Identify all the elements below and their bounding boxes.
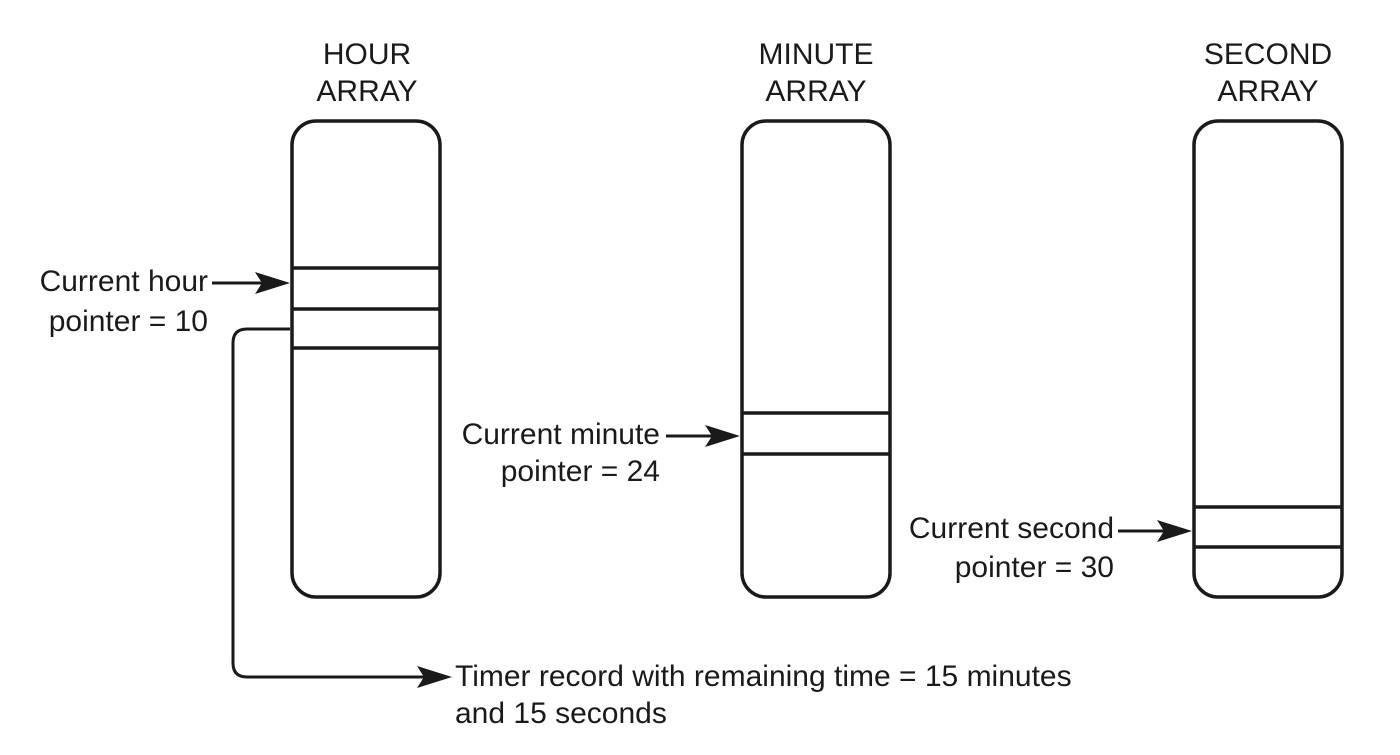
hour-array-title-line2: ARRAY bbox=[316, 75, 417, 108]
hour-pointer: Current hour pointer = 10 bbox=[40, 265, 290, 338]
timer-record-label-line1: Timer record with remaining time = 15 mi… bbox=[455, 660, 1072, 693]
minute-array-title-line1: MINUTE bbox=[759, 38, 874, 71]
second-array-box bbox=[1192, 119, 1344, 599]
second-pointer-label-line2: pointer = 30 bbox=[955, 551, 1114, 584]
minute-pointer: Current minute pointer = 24 bbox=[462, 418, 740, 488]
hour-array-title-line1: HOUR bbox=[323, 38, 411, 71]
second-pointer-arrowhead bbox=[1157, 520, 1192, 542]
hour-pointer-label-line2: pointer = 10 bbox=[49, 305, 208, 338]
timer-record-label-line2: and 15 seconds bbox=[455, 697, 667, 730]
minute-pointer-label-line1: Current minute bbox=[462, 418, 660, 451]
minute-array-title-line2: ARRAY bbox=[765, 75, 866, 108]
minute-pointer-arrowhead bbox=[705, 425, 740, 447]
timer-record-label: Timer record with remaining time = 15 mi… bbox=[455, 660, 1072, 730]
hour-pointer-arrowhead bbox=[255, 272, 290, 294]
second-array-title-line2: ARRAY bbox=[1217, 75, 1318, 108]
minute-array: MINUTE ARRAY bbox=[740, 38, 892, 599]
timer-record-connector-line bbox=[231, 327, 424, 679]
hour-array-box bbox=[290, 119, 442, 599]
hour-array: HOUR ARRAY bbox=[290, 38, 442, 599]
hour-pointer-label-line1: Current hour bbox=[40, 265, 208, 298]
minute-pointer-label-line2: pointer = 24 bbox=[501, 455, 660, 488]
second-pointer-label-line1: Current second bbox=[909, 512, 1114, 545]
second-array: SECOND ARRAY bbox=[1192, 38, 1344, 599]
timer-record-arrowhead bbox=[417, 666, 452, 688]
second-pointer: Current second pointer = 30 bbox=[909, 512, 1192, 584]
timer-record-connector bbox=[231, 327, 452, 688]
minute-array-box bbox=[740, 119, 892, 599]
second-array-title-line1: SECOND bbox=[1204, 38, 1332, 71]
